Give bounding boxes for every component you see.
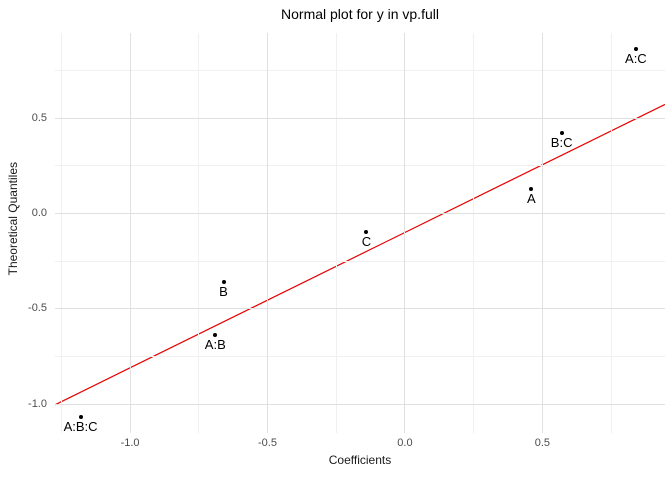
data-point — [78, 415, 83, 420]
y-tick-label: -0.5 — [28, 302, 47, 315]
x-tick-label: 0.5 — [534, 437, 551, 449]
point-label: C — [361, 234, 372, 250]
x-minor-gridline — [473, 33, 475, 433]
y-major-gridline — [55, 212, 665, 214]
y-major-gridline — [55, 117, 665, 119]
point-label: A — [527, 190, 536, 206]
data-point — [529, 186, 534, 191]
y-minor-gridline — [55, 260, 665, 262]
x-major-gridline — [404, 33, 406, 433]
x-minor-gridline — [60, 33, 62, 433]
x-axis-title: Coefficients — [328, 453, 392, 467]
x-minor-gridline — [610, 33, 612, 433]
data-point — [364, 230, 369, 235]
plot-title: Normal plot for y in vp.full — [281, 6, 439, 22]
data-point — [559, 131, 564, 136]
y-minor-gridline — [55, 69, 665, 71]
point-label: B:C — [550, 135, 573, 151]
y-minor-gridline — [55, 355, 665, 357]
x-tick-label: -1.0 — [120, 437, 140, 449]
x-tick-label: -0.5 — [258, 437, 277, 449]
x-major-gridline — [129, 33, 131, 433]
data-point — [213, 333, 218, 338]
reference-line-layer — [55, 103, 665, 406]
x-minor-gridline — [335, 33, 337, 433]
y-tick-label: -1.0 — [28, 397, 47, 410]
y-major-gridline — [55, 403, 665, 405]
point-label: A:B:C — [63, 419, 98, 435]
data-point — [633, 47, 638, 52]
x-minor-gridline — [198, 33, 200, 433]
y-minor-gridline — [55, 165, 665, 167]
point-label: A:C — [625, 51, 647, 67]
y-major-gridline — [55, 308, 665, 310]
y-tick-label: 0.5 — [31, 111, 47, 124]
data-point — [221, 279, 226, 284]
x-tick-label: 0.0 — [397, 437, 413, 449]
x-major-gridline — [266, 33, 268, 433]
point-label: B — [219, 283, 228, 299]
reference-line — [55, 103, 665, 406]
x-major-gridline — [541, 33, 543, 433]
plot-panel: A:B:C A:B B C A B:C A:C — [55, 33, 665, 435]
point-label: A:B — [204, 337, 226, 353]
y-tick-label: 0.0 — [31, 206, 47, 219]
